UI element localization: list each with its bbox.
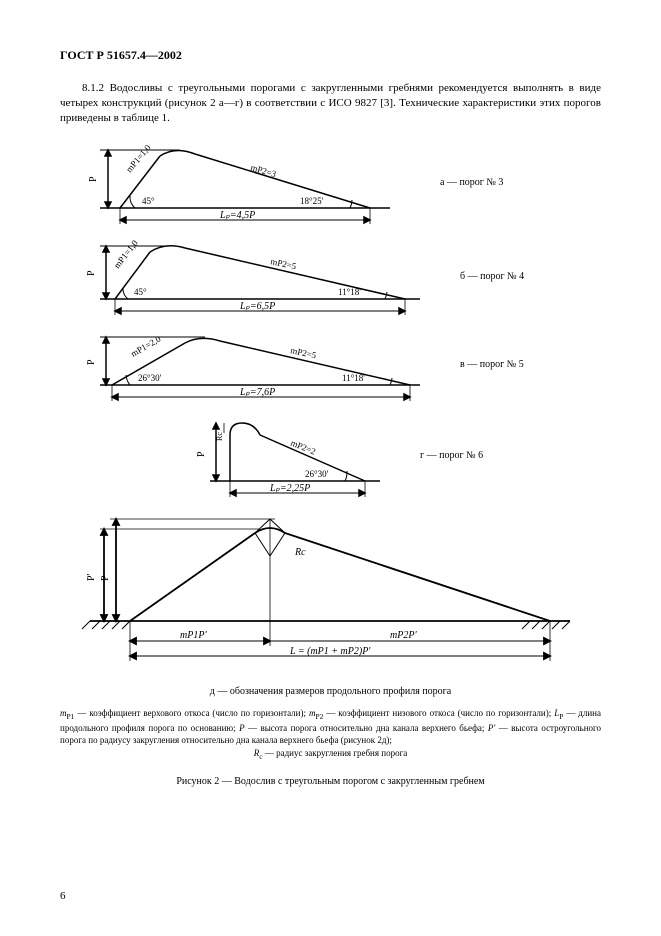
diagram-b-row: P mP1=1,0 mP2=5 45° 11°18' Lₚ=6,5P б — п… xyxy=(60,234,601,319)
paragraph-812: 8.1.2 Водосливы с треугольными порогами … xyxy=(60,81,601,126)
diagram-e: P' P Rc mP1P' mP2P' L = (mP1 + mP2)P' xyxy=(60,511,580,671)
diagram-c-row: P mP1=2,0 mP2=5 26°30' 11°18' Lₚ=7,6P в … xyxy=(60,325,601,405)
angle-right-d: 26°30' xyxy=(305,469,329,479)
angle-right-c: 11°18' xyxy=(342,373,365,383)
label-c: в — порог № 5 xyxy=(460,359,524,370)
dim-p-b: P xyxy=(86,270,97,276)
angle-left-a: 45° xyxy=(142,196,155,206)
length-a: Lₚ=4,5P xyxy=(219,210,255,221)
length-c: Lₚ=7,6P xyxy=(239,387,275,398)
label-d: г — порог № 6 xyxy=(420,450,483,461)
label-b: б — порог № 4 xyxy=(460,271,524,282)
dim-p-a: P xyxy=(88,176,99,182)
dim-p-d: P xyxy=(196,451,207,457)
angle-left-b: 45° xyxy=(134,287,147,297)
diagram-e-row: P' P Rc mP1P' mP2P' L = (mP1 + mP2)P' xyxy=(60,511,601,676)
mp1-e: mP1P' xyxy=(180,630,207,641)
angle-right-a: 18°25' xyxy=(300,196,324,206)
diagram-d-row: P Rc mP2=2 26°30' Lₚ=2,25P г — порог № 6 xyxy=(160,411,601,501)
diagram-c: P mP1=2,0 mP2=5 26°30' 11°18' Lₚ=7,6P xyxy=(60,325,440,405)
caption-e: д — обозначения размеров продольного про… xyxy=(60,686,601,697)
mp2-a: mP2=3 xyxy=(249,162,277,179)
dim-pprime-e: P' xyxy=(86,573,97,581)
rc-d: Rc xyxy=(215,431,224,440)
figure-caption: Рисунок 2 — Водослив с треугольным порог… xyxy=(60,776,601,787)
angle-right-b: 11°18' xyxy=(338,287,361,297)
diagram-a: P mP1=1,0 mP2=3 45° 18°25' Lₚ=4,5P xyxy=(60,138,420,228)
label-a: а — порог № 3 xyxy=(440,177,503,188)
diagram-d: P Rc mP2=2 26°30' Lₚ=2,25P xyxy=(160,411,400,501)
page-number: 6 xyxy=(60,890,66,902)
angle-left-c: 26°30' xyxy=(138,373,162,383)
mp1-b: mP1=1,0 xyxy=(112,237,140,269)
diagram-b: P mP1=1,0 mP2=5 45° 11°18' Lₚ=6,5P xyxy=(60,234,440,319)
document-header: ГОСТ Р 51657.4—2002 xyxy=(60,48,601,63)
L-e: L = (mP1 + mP2)P' xyxy=(289,646,371,657)
diagram-a-row: P mP1=1,0 mP2=3 45° 18°25' Lₚ=4,5P а — п… xyxy=(60,138,601,228)
length-b: Lₚ=6,5P xyxy=(239,301,275,312)
dim-p-e: P xyxy=(100,575,111,581)
length-d: Lₚ=2,25P xyxy=(269,483,310,494)
mp1-a: mP1=1,0 xyxy=(124,142,153,174)
rc-e: Rc xyxy=(294,547,306,558)
legend-text: mP1 — коэффициент верхового откоса (числ… xyxy=(60,707,601,763)
mp2-e: mP2P' xyxy=(390,630,417,641)
dim-p-c: P xyxy=(86,359,97,365)
